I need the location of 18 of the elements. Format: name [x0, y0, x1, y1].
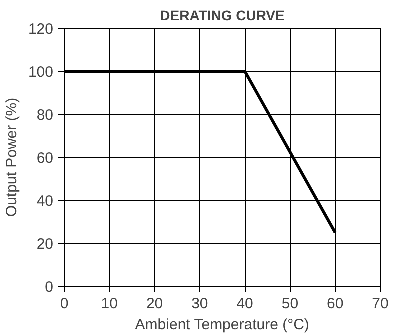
x-tick-label: 50 [282, 296, 299, 312]
x-tick-label: 30 [192, 296, 208, 312]
x-tick-label: 10 [101, 296, 118, 312]
chart-title: DERATING CURVE [160, 8, 285, 24]
x-tick-label: 40 [236, 296, 254, 312]
y-tick-label: 40 [36, 193, 54, 210]
x-tick-label: 70 [372, 296, 389, 312]
y-tick-label: 0 [45, 279, 54, 296]
x-axis-title: Ambient Temperature (°C) [135, 316, 310, 334]
y-tick-label: 20 [36, 236, 54, 253]
y-tick-label: 80 [36, 107, 54, 124]
y-tick-label: 60 [36, 150, 54, 167]
y-tick-label: 120 [28, 21, 54, 38]
y-axis-title: Output Power (%) [3, 98, 20, 218]
x-tick-label: 20 [146, 296, 164, 312]
x-tick-label: 60 [327, 296, 344, 312]
y-tick-label: 100 [28, 64, 54, 81]
x-tick-label: 0 [60, 296, 69, 312]
